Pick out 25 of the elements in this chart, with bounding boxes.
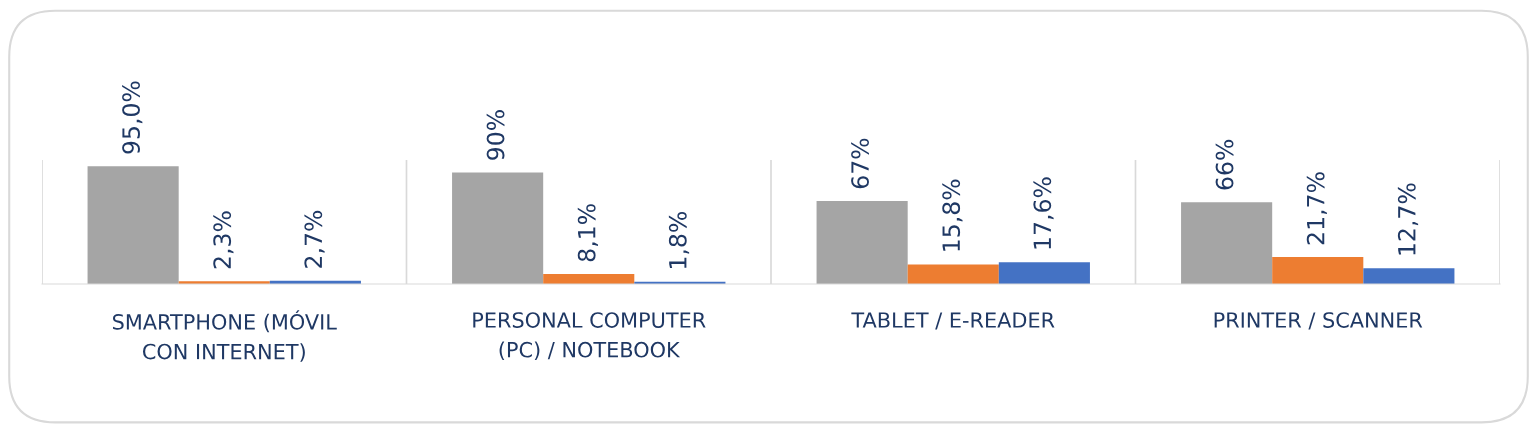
bar [452,172,544,284]
data-label: 1,8% [668,211,690,269]
x-tick-label: TABLET / E-READER [851,312,1055,330]
bar [816,200,908,284]
data-label: 95,0% [122,81,143,154]
data-label: 21,7% [1306,172,1328,245]
x-tick-label: PERSONAL COMPUTER (PC) / NOTEBOOK [473,312,706,361]
data-label: 66% [1215,139,1234,190]
data-label: 8,1% [577,204,599,262]
bar [543,273,635,284]
data-label: 2,3% [213,211,234,269]
bar [1272,257,1364,284]
data-label: 2,7% [304,210,325,268]
x-tick-label: SMARTPHONE (MÓVIL CON INTERNET) [112,310,337,362]
bar [1363,268,1455,284]
bar [907,264,999,284]
x-tick-label: PRINTER / SCANNER [1214,312,1423,330]
data-label: 90% [486,110,505,160]
data-label: 17,6% [1033,177,1054,249]
bar [87,166,179,284]
data-label: 15,8% [942,179,963,251]
data-label: 12,7% [1397,183,1419,255]
data-label: 67% [851,138,869,189]
bar [998,262,1090,284]
bar [1181,202,1273,284]
